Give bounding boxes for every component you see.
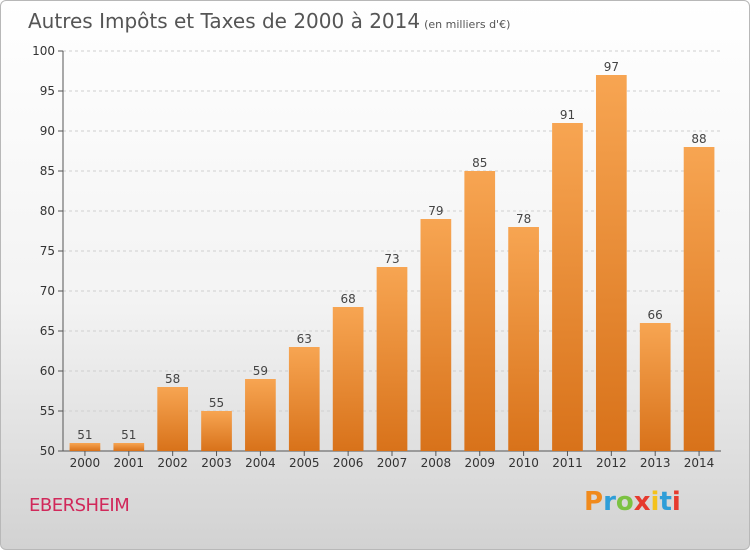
logo-letter: x xyxy=(633,487,651,517)
bar-value-label: 59 xyxy=(253,364,268,378)
y-tick-label: 95 xyxy=(40,84,55,98)
bar xyxy=(508,227,539,451)
bar-value-label: 55 xyxy=(209,396,224,410)
bar-value-label: 78 xyxy=(516,212,531,226)
bar-value-label: 51 xyxy=(121,428,136,442)
bar-value-label: 97 xyxy=(604,60,619,74)
x-tick-label: 2008 xyxy=(421,456,452,470)
bar-value-label: 91 xyxy=(560,108,575,122)
bar-value-label: 63 xyxy=(297,332,312,346)
logo-letter: P xyxy=(584,487,604,517)
y-tick-label: 80 xyxy=(40,204,55,218)
bar xyxy=(157,387,189,451)
proxiti-logo: Proxiti xyxy=(584,487,681,517)
chart-title-text: Autres Impôts et Taxes de 2000 à 2014 xyxy=(28,9,421,33)
x-tick-label: 2000 xyxy=(70,456,101,470)
chart-title: Autres Impôts et Taxes de 2000 à 2014 (en… xyxy=(28,9,510,33)
x-tick-label: 2007 xyxy=(377,456,408,470)
bar-value-label: 51 xyxy=(77,428,92,442)
bar xyxy=(595,75,627,451)
logo-letter: t xyxy=(659,487,672,517)
x-tick-label: 2014 xyxy=(684,456,715,470)
bar-value-label: 58 xyxy=(165,372,180,386)
bar xyxy=(464,171,496,451)
bar xyxy=(69,443,101,451)
bar-value-label: 79 xyxy=(428,204,443,218)
x-tick-label: 2013 xyxy=(640,456,671,470)
x-tick-label: 2004 xyxy=(245,456,276,470)
y-tick-label: 90 xyxy=(40,124,55,138)
x-tick-label: 2006 xyxy=(333,456,364,470)
bar xyxy=(639,323,671,451)
logo-letter: r xyxy=(603,487,616,517)
bar xyxy=(420,219,452,451)
bar xyxy=(332,307,364,451)
x-tick-label: 2012 xyxy=(596,456,627,470)
x-tick-label: 2001 xyxy=(114,456,145,470)
chart-subtitle: (en milliers d'€) xyxy=(424,18,511,31)
x-tick-label: 2002 xyxy=(157,456,188,470)
bar xyxy=(113,443,145,451)
bar xyxy=(201,411,232,451)
x-tick-label: 2011 xyxy=(552,456,583,470)
y-tick-label: 65 xyxy=(40,324,55,338)
y-tick-label: 70 xyxy=(40,284,55,298)
bar xyxy=(245,379,276,451)
bar xyxy=(288,347,320,451)
y-tick-label: 100 xyxy=(32,44,55,58)
y-tick-label: 60 xyxy=(40,364,55,378)
bar-value-label: 88 xyxy=(691,132,706,146)
bar-value-label: 68 xyxy=(340,292,355,306)
bar-value-label: 73 xyxy=(384,252,399,266)
bar xyxy=(376,267,408,451)
y-tick-label: 85 xyxy=(40,164,55,178)
x-tick-label: 2003 xyxy=(201,456,232,470)
bar xyxy=(552,123,583,451)
x-tick-label: 2005 xyxy=(289,456,320,470)
logo-letter: o xyxy=(615,487,634,517)
y-tick-label: 50 xyxy=(40,444,55,458)
y-tick-label: 75 xyxy=(40,244,55,258)
place-name: EBERSHEIM xyxy=(29,495,130,516)
x-tick-label: 2010 xyxy=(508,456,539,470)
x-tick-label: 2009 xyxy=(464,456,495,470)
logo-letter: i xyxy=(671,487,681,517)
bar-value-label: 85 xyxy=(472,156,487,170)
bar xyxy=(683,147,715,451)
y-tick-label: 55 xyxy=(40,404,55,418)
bar-value-label: 66 xyxy=(648,308,663,322)
logo-letter: i xyxy=(650,487,660,517)
